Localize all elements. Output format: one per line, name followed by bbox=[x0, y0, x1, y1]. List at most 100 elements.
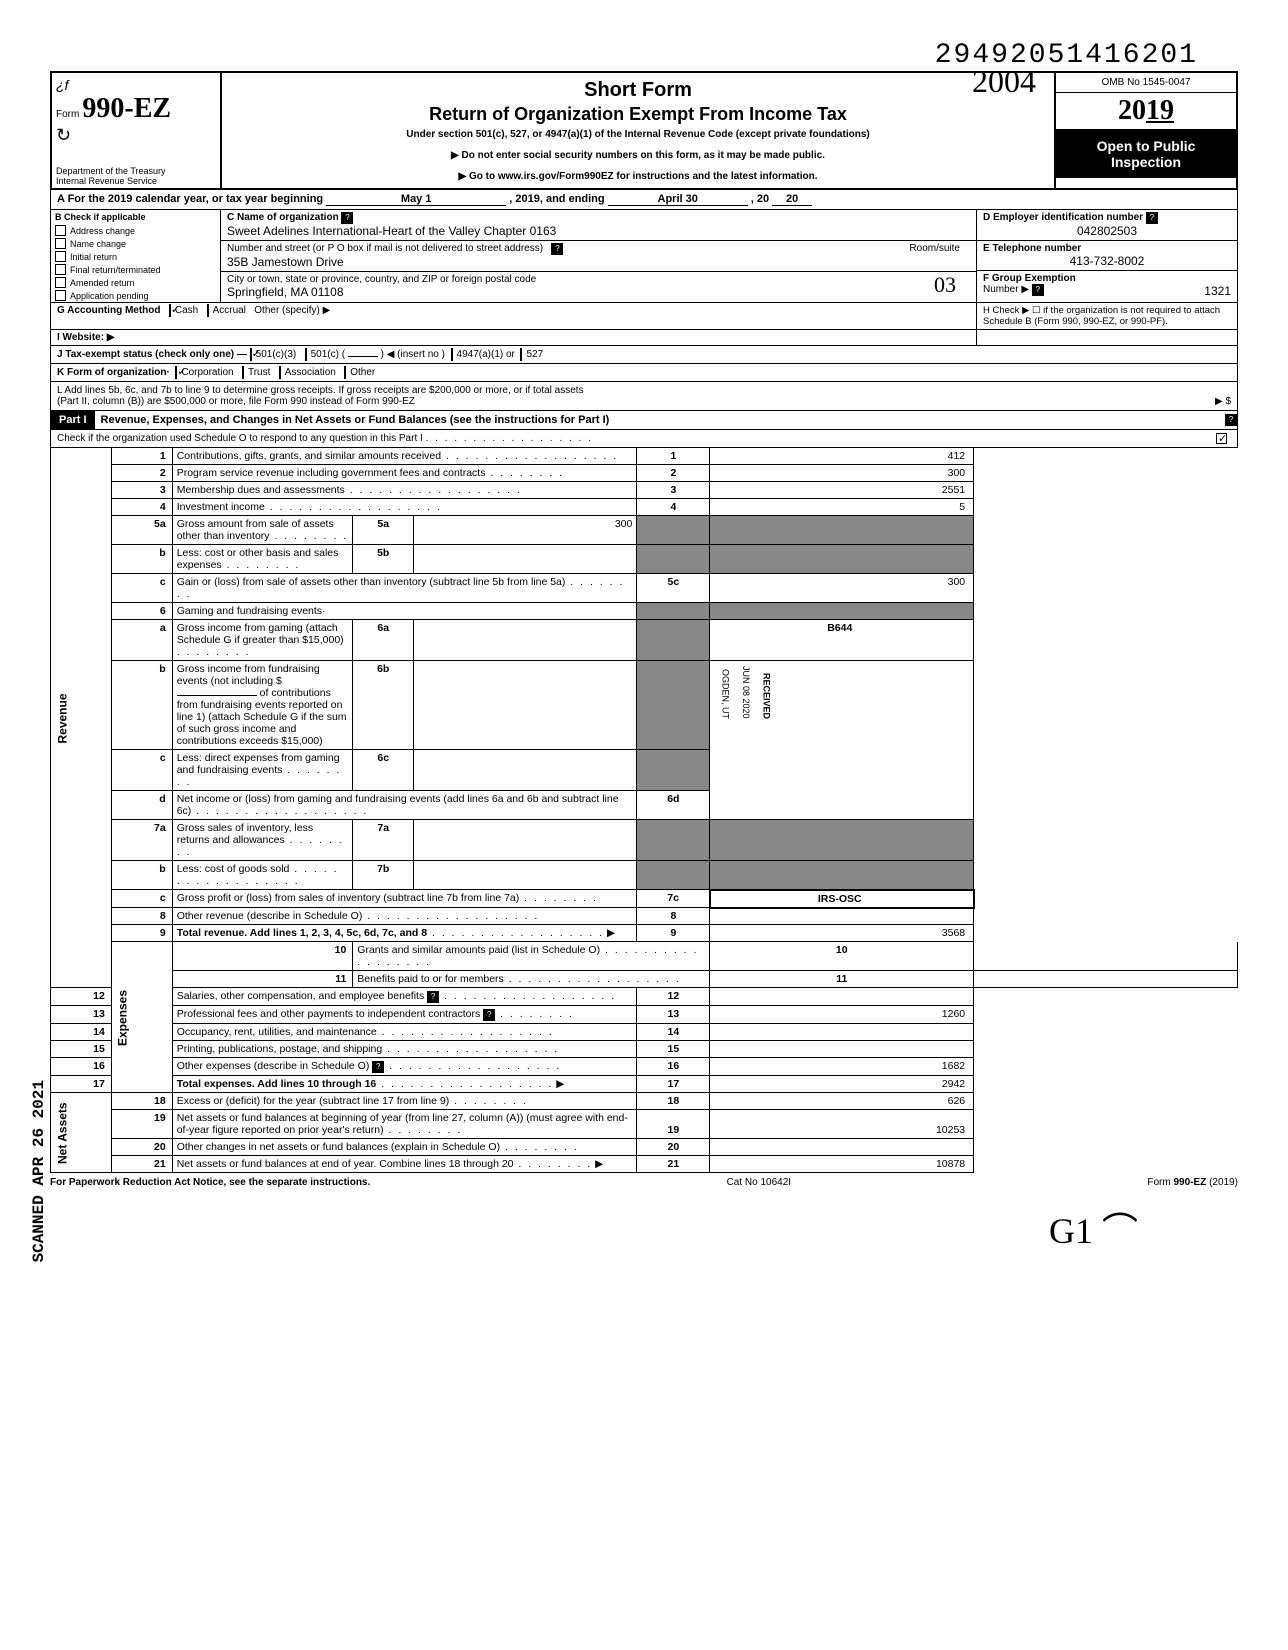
cb-cash[interactable] bbox=[169, 304, 171, 317]
ln18-val[interactable]: 626 bbox=[710, 1093, 974, 1110]
help-icon[interactable]: ? bbox=[483, 1009, 495, 1021]
ln5c-val[interactable]: 300 bbox=[710, 574, 974, 603]
group-exemption[interactable]: 1321 bbox=[1204, 284, 1231, 298]
ln13-rnum: 13 bbox=[637, 1006, 710, 1024]
ln4-val[interactable]: 5 bbox=[710, 499, 974, 516]
cb-accrual[interactable] bbox=[207, 304, 209, 317]
phone-value[interactable]: 413-732-8002 bbox=[983, 254, 1231, 268]
ln12-val[interactable] bbox=[710, 988, 974, 1006]
help-icon[interactable]: ? bbox=[551, 243, 563, 255]
cb-trust[interactable] bbox=[242, 366, 244, 379]
shaded bbox=[637, 750, 710, 791]
under-section: Under section 501(c), 527, or 4947(a)(1)… bbox=[228, 129, 1048, 140]
cb-501c[interactable] bbox=[305, 348, 307, 361]
tax-year-end-month[interactable]: April 30 bbox=[608, 193, 748, 206]
c-label: C Name of organization bbox=[227, 212, 339, 223]
tax-year-end-year[interactable]: 20 bbox=[772, 193, 812, 206]
part1-header-row: Part I Revenue, Expenses, and Changes in… bbox=[50, 411, 1238, 430]
ln10-val[interactable] bbox=[974, 942, 1238, 971]
ln1-val[interactable]: 412 bbox=[710, 448, 974, 465]
ln2-desc: Program service revenue including govern… bbox=[177, 467, 486, 479]
ln16-val[interactable]: 1682 bbox=[710, 1058, 974, 1076]
cb-app-pending[interactable] bbox=[55, 290, 66, 301]
ln6d-rnum: 6d bbox=[637, 791, 710, 820]
lbl-address-change: Address change bbox=[70, 226, 135, 236]
501c-insert[interactable] bbox=[348, 356, 378, 357]
header-center: Short Form Return of Organization Exempt… bbox=[222, 73, 1056, 188]
col-c: C Name of organization ? Sweet Adelines … bbox=[221, 210, 977, 302]
ln5a-midval[interactable]: 300 bbox=[414, 516, 637, 545]
cb-501c3[interactable] bbox=[250, 348, 252, 361]
ln9-rnum: 9 bbox=[637, 925, 710, 942]
org-street[interactable]: 35B Jamestown Drive bbox=[227, 255, 344, 269]
ln6b-midval[interactable] bbox=[414, 661, 637, 750]
tax-year-begin[interactable]: May 1 bbox=[326, 193, 506, 206]
ln16-desc: Other expenses (describe in Schedule O) bbox=[177, 1060, 370, 1072]
ln6a-midval[interactable] bbox=[414, 620, 637, 661]
ln5b-mid: 5b bbox=[353, 545, 414, 574]
g-label: G Accounting Method bbox=[57, 305, 161, 316]
cb-amended[interactable] bbox=[55, 277, 66, 288]
org-name[interactable]: Sweet Adelines International-Heart of th… bbox=[227, 224, 556, 238]
ein-value[interactable]: 042802503 bbox=[983, 224, 1231, 238]
omb-number: OMB No 1545-0047 bbox=[1056, 73, 1236, 93]
ln15-val[interactable] bbox=[710, 1041, 974, 1058]
ln3-val[interactable]: 2551 bbox=[710, 482, 974, 499]
footer-right: Form 990-EZ (2019) bbox=[1147, 1177, 1238, 1188]
ln6a-mid: 6a bbox=[353, 620, 414, 661]
row-gh: G Accounting Method Cash Accrual Other (… bbox=[50, 303, 1238, 330]
cb-other[interactable] bbox=[344, 366, 346, 379]
help-icon[interactable]: ? bbox=[372, 1061, 384, 1073]
help-icon[interactable]: ? bbox=[427, 991, 439, 1003]
ln7b-midval[interactable] bbox=[414, 861, 637, 890]
ln13-num: 13 bbox=[51, 1006, 112, 1024]
ln9-val[interactable]: 3568 bbox=[710, 925, 974, 942]
ln8-desc: Other revenue (describe in Schedule O) bbox=[177, 910, 363, 922]
l-line2: (Part II, column (B)) are $500,000 or mo… bbox=[57, 396, 415, 407]
handwritten-2004: 2004 bbox=[972, 63, 1036, 100]
help-icon[interactable]: ? bbox=[1032, 284, 1044, 296]
help-icon[interactable]: ? bbox=[1146, 212, 1158, 224]
cb-assoc[interactable] bbox=[279, 366, 281, 379]
ln14-num: 14 bbox=[51, 1024, 112, 1041]
ln14-val[interactable] bbox=[710, 1024, 974, 1041]
cb-initial-return[interactable] bbox=[55, 251, 66, 262]
city-label: City or town, state or province, country… bbox=[227, 274, 536, 285]
ln21-val[interactable]: 10878 bbox=[710, 1156, 974, 1173]
cb-schedule-o[interactable] bbox=[1216, 433, 1227, 444]
ln2-num: 2 bbox=[111, 465, 172, 482]
help-icon[interactable]: ? bbox=[341, 212, 353, 224]
help-icon[interactable]: ? bbox=[1225, 414, 1237, 426]
ln6c-midval[interactable] bbox=[414, 750, 637, 791]
ln7a-midval[interactable] bbox=[414, 820, 637, 861]
ln5b-midval[interactable] bbox=[414, 545, 637, 574]
ln11-val[interactable] bbox=[974, 971, 1238, 988]
ln20-val[interactable] bbox=[710, 1139, 974, 1156]
cb-4947[interactable] bbox=[451, 348, 453, 361]
ln2-rnum: 2 bbox=[637, 465, 710, 482]
cb-final-return[interactable] bbox=[55, 264, 66, 275]
ln6d-num: d bbox=[111, 791, 172, 820]
ln19-val[interactable]: 10253 bbox=[710, 1110, 974, 1139]
f-label2: Number ▶ bbox=[983, 284, 1029, 295]
cb-address-change[interactable] bbox=[55, 225, 66, 236]
ln13-desc: Professional fees and other payments to … bbox=[177, 1008, 481, 1020]
cb-527[interactable] bbox=[520, 348, 522, 361]
cb-name-change[interactable] bbox=[55, 238, 66, 249]
ln2-val[interactable]: 300 bbox=[710, 465, 974, 482]
col-def: D Employer identification number ? 04280… bbox=[977, 210, 1237, 302]
part1-title: Revenue, Expenses, and Changes in Net As… bbox=[95, 411, 1225, 429]
ln6b-input[interactable] bbox=[177, 695, 257, 696]
ln13-val[interactable]: 1260 bbox=[710, 1006, 974, 1024]
shaded bbox=[637, 861, 710, 890]
shaded bbox=[637, 516, 710, 545]
org-city[interactable]: Springfield, MA 01108 bbox=[227, 285, 344, 299]
ln6c-mid: 6c bbox=[353, 750, 414, 791]
ln16-rnum: 16 bbox=[637, 1058, 710, 1076]
cb-corp[interactable] bbox=[175, 366, 177, 379]
ln4-desc: Investment income bbox=[177, 501, 265, 513]
e-label: E Telephone number bbox=[983, 243, 1081, 254]
ln17-val[interactable]: 2942 bbox=[710, 1076, 974, 1093]
ln8-val[interactable] bbox=[710, 908, 974, 925]
ln6-num: 6 bbox=[111, 603, 172, 620]
